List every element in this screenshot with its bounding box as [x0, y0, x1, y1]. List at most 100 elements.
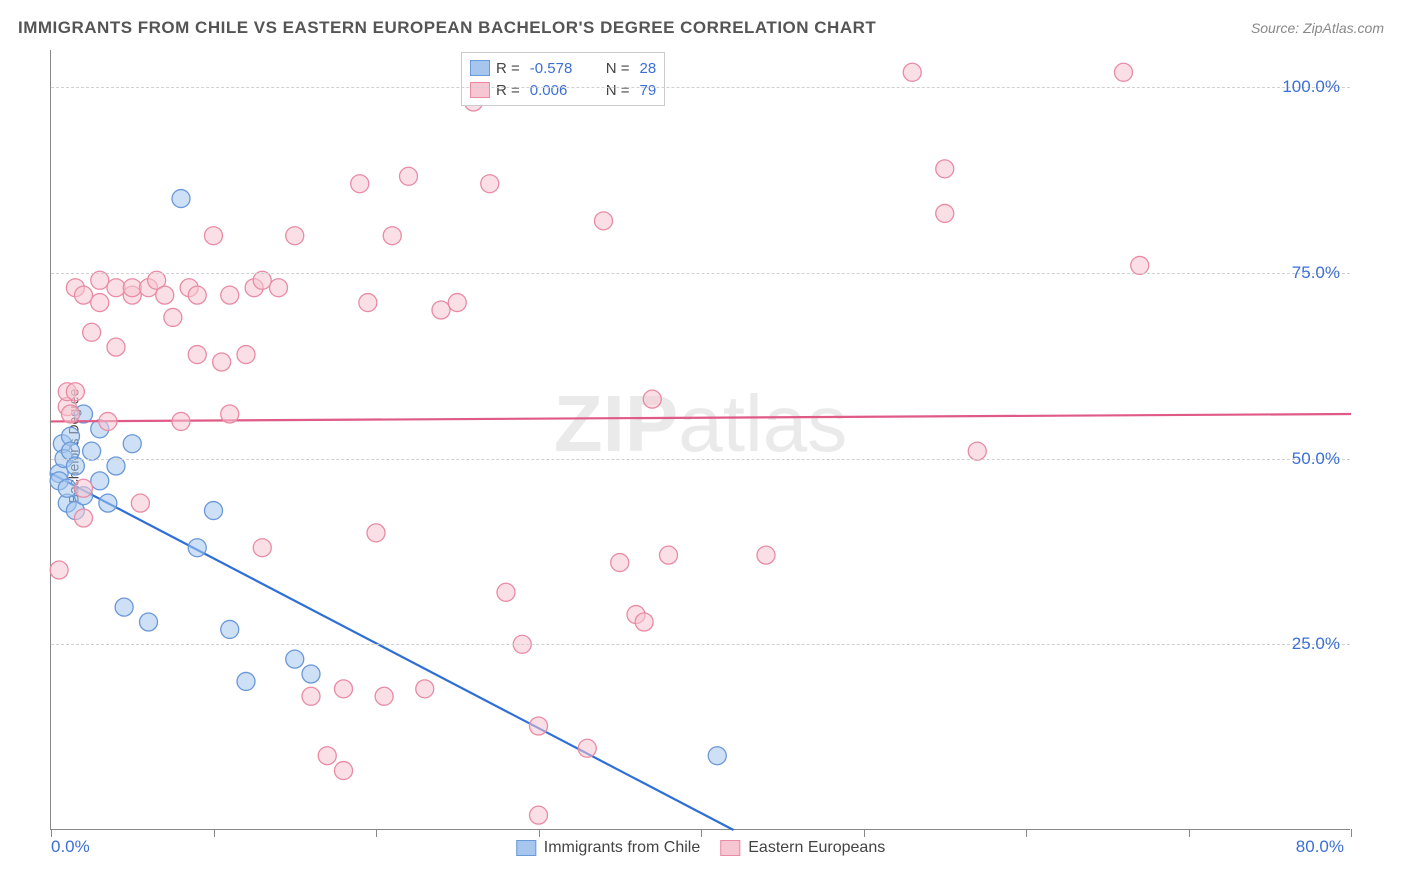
- n-label: N =: [606, 60, 630, 77]
- data-point: [83, 442, 101, 460]
- data-point: [172, 412, 190, 430]
- data-point: [611, 554, 629, 572]
- data-point: [188, 286, 206, 304]
- plot-area: ZIPatlas R =-0.578N =28R =0.006N =79 Imm…: [50, 50, 1350, 830]
- data-point: [115, 598, 133, 616]
- data-point: [757, 546, 775, 564]
- data-point: [213, 353, 231, 371]
- data-point: [99, 412, 117, 430]
- data-point: [432, 301, 450, 319]
- gridline: [51, 87, 1350, 88]
- data-point: [253, 539, 271, 557]
- data-point: [107, 279, 125, 297]
- legend-item: Immigrants from Chile: [516, 839, 700, 857]
- data-point: [99, 494, 117, 512]
- data-point: [448, 294, 466, 312]
- x-tick: [1351, 829, 1352, 837]
- data-point: [351, 175, 369, 193]
- legend-row: R =0.006N =79: [470, 79, 656, 101]
- data-point: [335, 680, 353, 698]
- data-point: [530, 717, 548, 735]
- data-point: [253, 271, 271, 289]
- data-point: [903, 63, 921, 81]
- source-attribution: Source: ZipAtlas.com: [1251, 20, 1384, 36]
- data-point: [936, 204, 954, 222]
- data-point: [123, 435, 141, 453]
- x-min-label: 0.0%: [51, 837, 90, 857]
- trend-line: [51, 473, 734, 830]
- n-value: 79: [640, 82, 657, 99]
- data-point: [302, 665, 320, 683]
- n-value: 28: [640, 60, 657, 77]
- r-value: -0.578: [530, 60, 590, 77]
- data-point: [83, 323, 101, 341]
- data-point: [188, 539, 206, 557]
- data-point: [595, 212, 613, 230]
- data-point: [107, 338, 125, 356]
- data-point: [383, 227, 401, 245]
- data-point: [497, 583, 515, 601]
- data-point: [660, 546, 678, 564]
- r-value: 0.006: [530, 82, 590, 99]
- data-point: [131, 494, 149, 512]
- data-point: [205, 502, 223, 520]
- gridline: [51, 273, 1350, 274]
- legend-swatch: [470, 82, 490, 98]
- data-point: [335, 762, 353, 780]
- data-point: [205, 227, 223, 245]
- data-point: [286, 650, 304, 668]
- data-point: [643, 390, 661, 408]
- x-tick: [864, 829, 865, 837]
- trend-line: [51, 414, 1351, 421]
- data-point: [375, 687, 393, 705]
- x-tick: [51, 829, 52, 837]
- n-label: N =: [606, 82, 630, 99]
- data-point: [91, 271, 109, 289]
- gridline: [51, 644, 1350, 645]
- data-point: [62, 405, 80, 423]
- x-tick: [376, 829, 377, 837]
- x-tick: [214, 829, 215, 837]
- data-point: [286, 227, 304, 245]
- data-point: [302, 687, 320, 705]
- legend-swatch: [470, 60, 490, 76]
- data-point: [708, 747, 726, 765]
- data-point: [91, 294, 109, 312]
- y-tick-label: 75.0%: [1292, 263, 1340, 283]
- data-point: [172, 190, 190, 208]
- r-label: R =: [496, 60, 520, 77]
- data-point: [66, 457, 84, 475]
- data-point: [58, 479, 76, 497]
- data-point: [578, 739, 596, 757]
- data-point: [75, 286, 93, 304]
- legend-swatch: [516, 840, 536, 856]
- data-point: [359, 294, 377, 312]
- x-max-label: 80.0%: [1296, 837, 1344, 857]
- data-point: [221, 286, 239, 304]
- data-point: [318, 747, 336, 765]
- x-tick: [1189, 829, 1190, 837]
- data-point: [237, 346, 255, 364]
- data-point: [75, 509, 93, 527]
- data-point: [75, 479, 93, 497]
- data-point: [936, 160, 954, 178]
- data-point: [1131, 256, 1149, 274]
- data-point: [221, 620, 239, 638]
- chart-svg: [51, 50, 1350, 829]
- x-tick: [1026, 829, 1027, 837]
- y-tick-label: 25.0%: [1292, 634, 1340, 654]
- data-point: [156, 286, 174, 304]
- data-point: [367, 524, 385, 542]
- data-point: [50, 561, 68, 579]
- chart-title: IMMIGRANTS FROM CHILE VS EASTERN EUROPEA…: [18, 18, 876, 38]
- data-point: [140, 613, 158, 631]
- data-point: [481, 175, 499, 193]
- data-point: [635, 613, 653, 631]
- data-point: [164, 308, 182, 326]
- data-point: [270, 279, 288, 297]
- legend-label: Immigrants from Chile: [544, 839, 700, 857]
- data-point: [530, 806, 548, 824]
- data-point: [66, 383, 84, 401]
- data-point: [91, 472, 109, 490]
- data-point: [123, 279, 141, 297]
